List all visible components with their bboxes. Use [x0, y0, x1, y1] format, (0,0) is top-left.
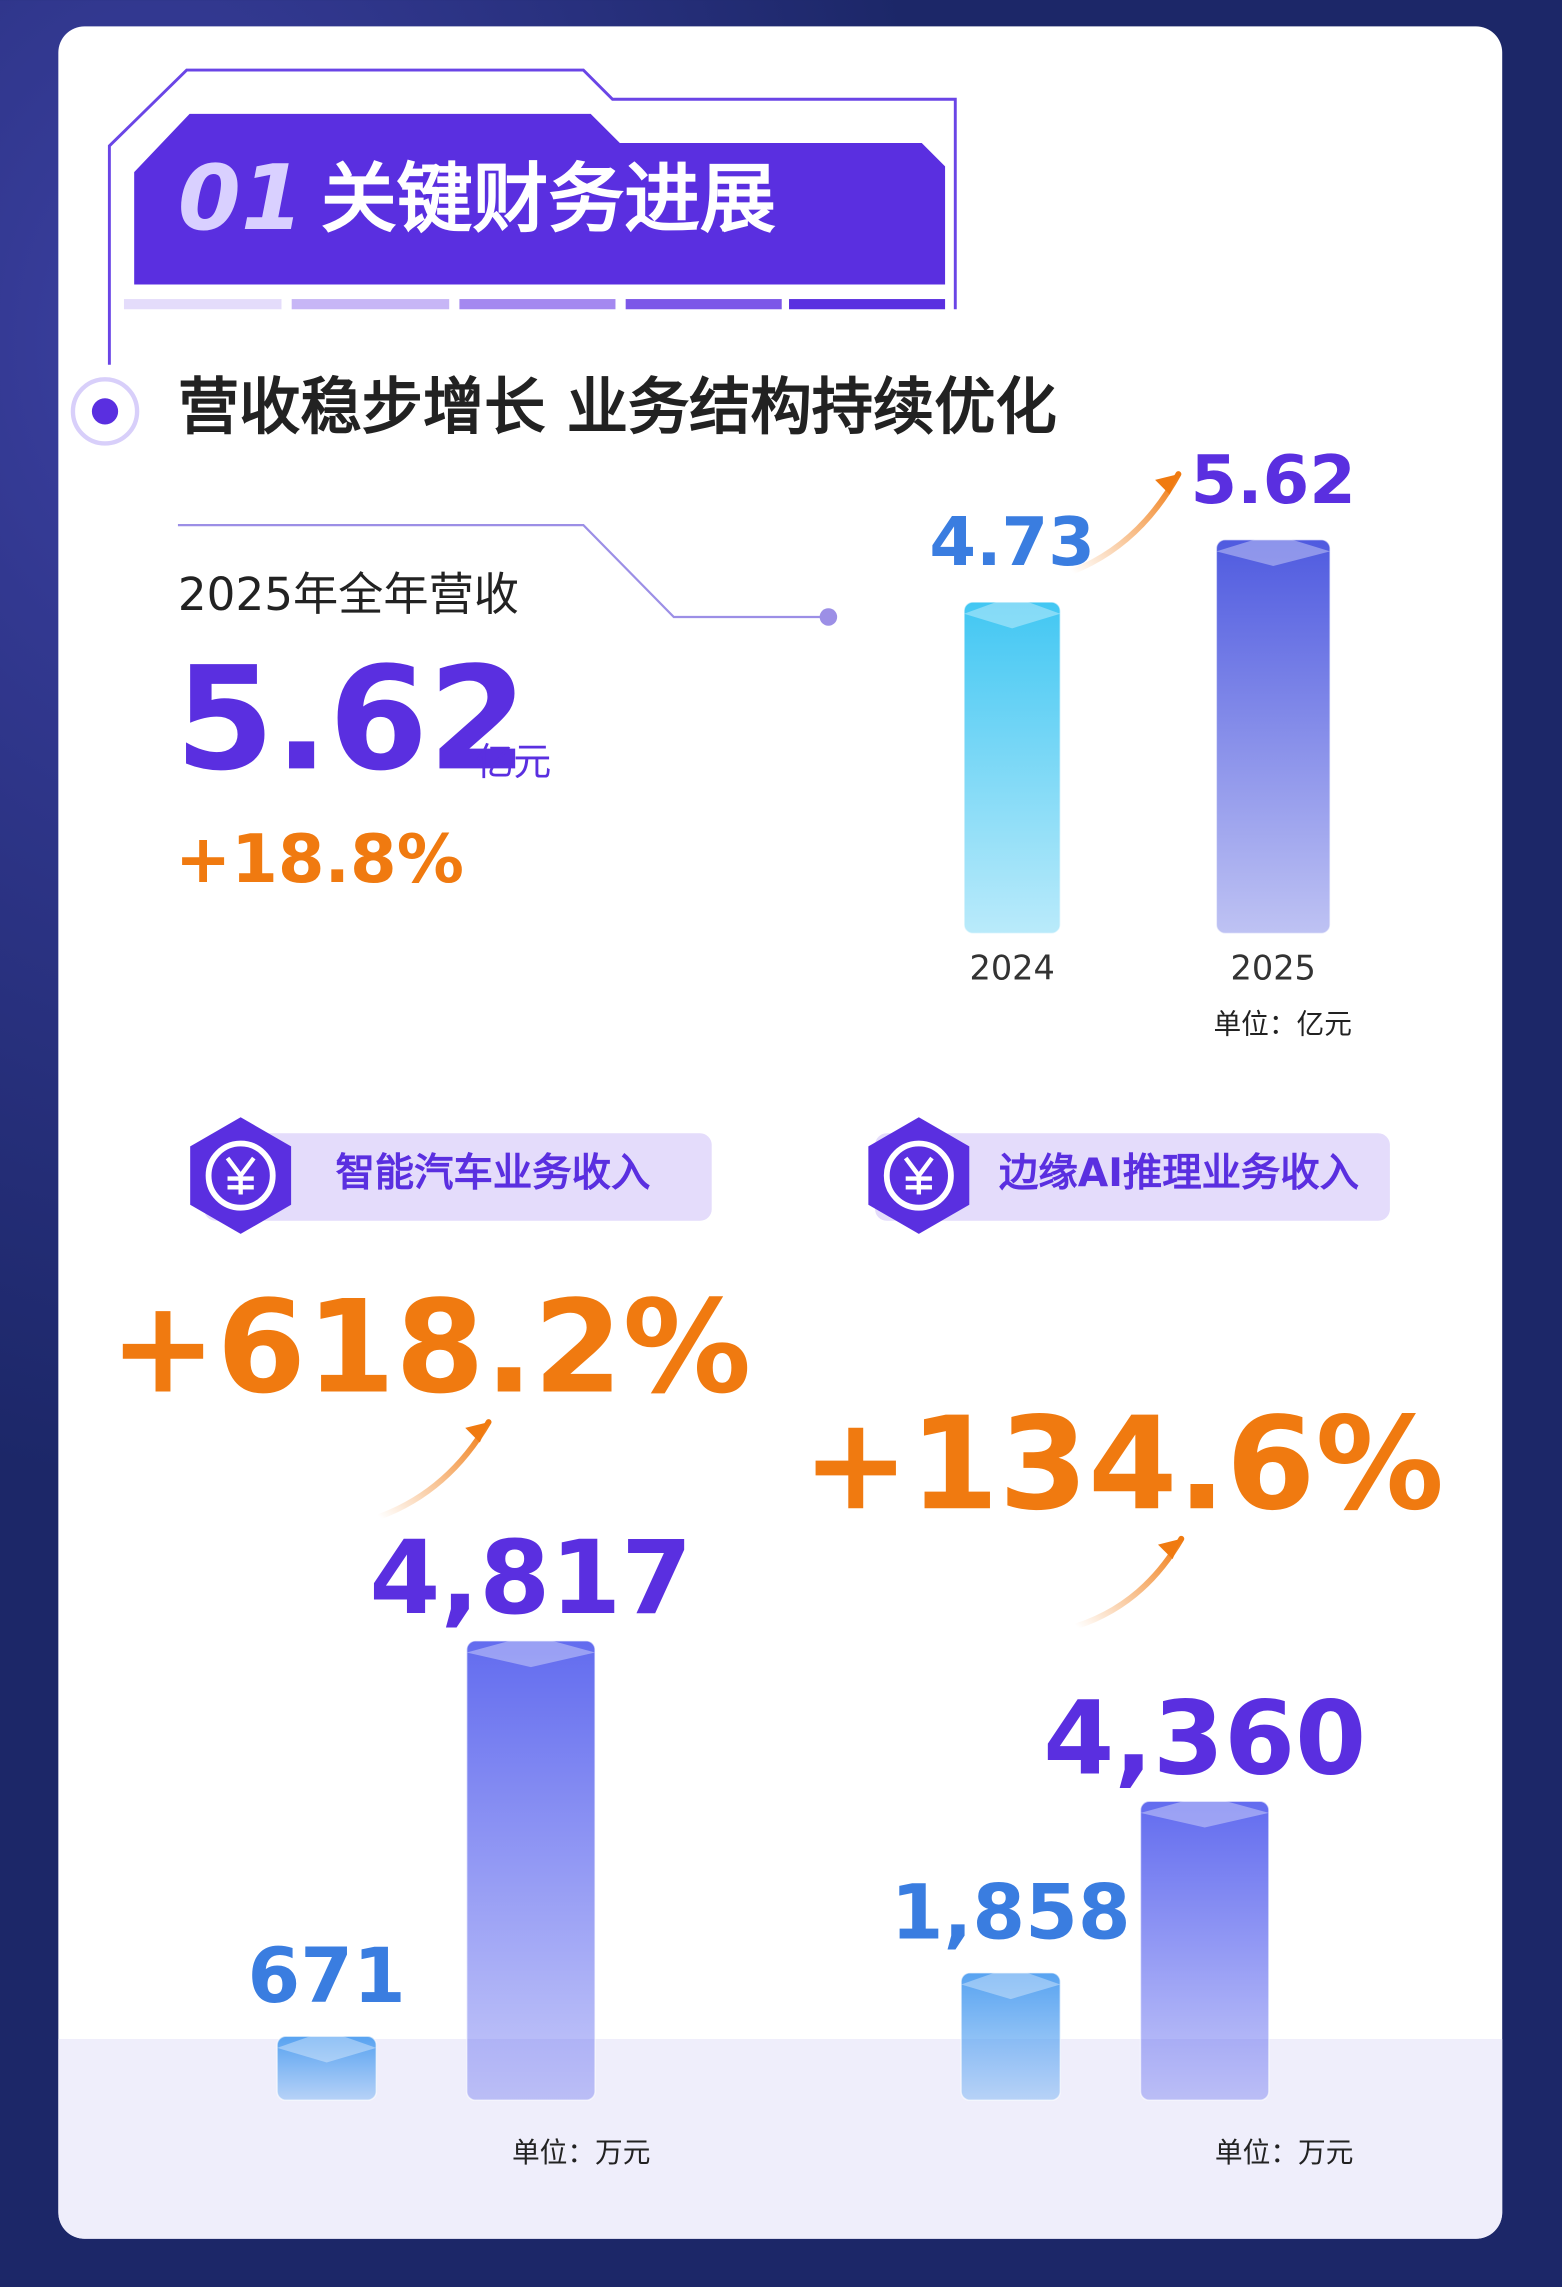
progress-segment [789, 299, 946, 310]
kpi-value: 5.62 [175, 635, 528, 802]
kpi-growth: +18.8% [175, 820, 464, 898]
value-label: 4,817 [369, 1519, 692, 1638]
kpi-label: 2025年全年营收 [178, 568, 519, 621]
arrow-head [1158, 1538, 1182, 1560]
bar-cap [277, 2030, 377, 2063]
value-label: 1,858 [891, 1868, 1131, 1956]
connector [177, 524, 829, 619]
x-tick-label: 2024 [969, 948, 1054, 987]
chart-title: 智能汽车业务收入 [335, 1150, 650, 1196]
bar-cap [964, 596, 1061, 629]
chart-title: 边缘AI推理业务收入 [999, 1150, 1359, 1196]
value-label: 671 [248, 1932, 406, 2020]
growth-label: +618.2% [109, 1274, 751, 1423]
category-pill [204, 1133, 712, 1221]
badge-yen [903, 1156, 934, 1195]
badge-ring [205, 1140, 276, 1211]
bullet-dot [91, 398, 119, 425]
bar-cap [466, 1634, 596, 1668]
unit-note: 单位：亿元 [1213, 1007, 1352, 1040]
bar [1215, 538, 1331, 935]
unit-note: 单位：万元 [512, 2136, 651, 2169]
progress-segment [625, 299, 782, 310]
progress-segment [291, 299, 450, 310]
x-tick-label: 2025 [1231, 948, 1316, 987]
bar-cap [1216, 533, 1331, 566]
subtitle: 营收稳步增长 业务结构持续优化 [178, 372, 1057, 443]
value-label: 4.73 [929, 503, 1095, 581]
badge-ring [883, 1140, 954, 1211]
bar [276, 2035, 378, 2101]
arrow-head [1155, 474, 1179, 495]
category-pill [875, 1133, 1390, 1221]
header-outline [107, 68, 957, 365]
badge-yen [225, 1156, 256, 1195]
unit-note: 单位：万元 [1215, 2136, 1354, 2169]
progress-segment [459, 299, 616, 310]
card [58, 26, 1503, 2239]
growth-label: +134.6% [802, 1390, 1444, 1539]
bar [1139, 1800, 1270, 2101]
bar-cap [1140, 1795, 1269, 1828]
connector-dot [819, 608, 838, 626]
kpi-unit: 亿元 [475, 740, 551, 784]
value-label: 5.62 [1190, 441, 1356, 519]
bar [465, 1640, 596, 2101]
bar [963, 601, 1062, 935]
progress-segment [123, 299, 282, 310]
value-label: 4,360 [1043, 1680, 1366, 1799]
bar [960, 1972, 1062, 2101]
section-title: 关键财务进展 [321, 155, 776, 243]
arrow-head [465, 1422, 489, 1443]
bar-cap [961, 1966, 1061, 2000]
section-number: 01 [178, 146, 304, 251]
header-banner [134, 113, 946, 285]
